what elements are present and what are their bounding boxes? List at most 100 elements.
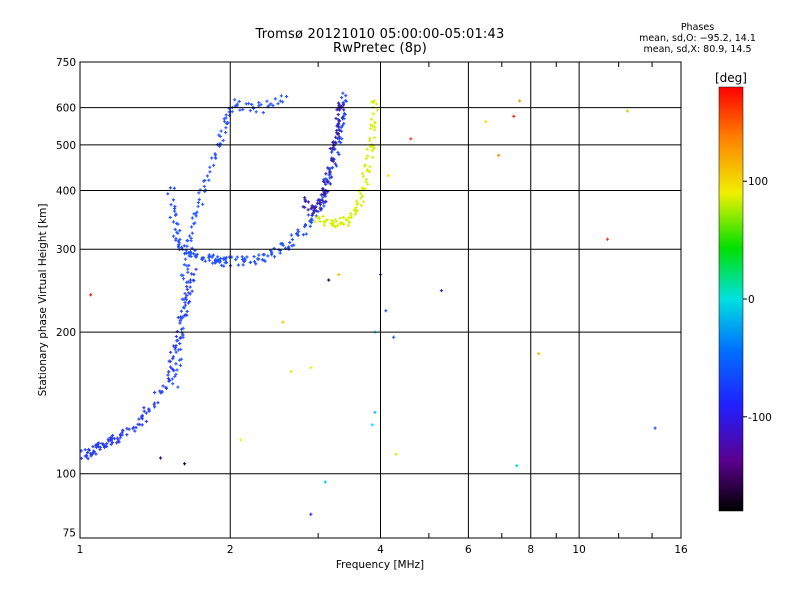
trace-point [127, 427, 131, 431]
trace-point [359, 203, 363, 208]
trace-point [236, 263, 241, 267]
trace-point [110, 436, 114, 441]
trace-point [337, 272, 341, 277]
trace-point [185, 239, 189, 243]
trace-point [336, 122, 340, 126]
trace-point [142, 409, 146, 413]
trace-point [341, 91, 345, 95]
trace-point [361, 200, 366, 204]
trace-point [197, 197, 201, 202]
trace-point [188, 252, 193, 256]
trace-point [313, 219, 317, 223]
trace-point [256, 257, 260, 261]
trace-point [373, 410, 377, 414]
trace-point [330, 218, 334, 223]
y-axis-label: Stationary phase Virtual Height [km] [37, 204, 49, 397]
trace-point [359, 192, 363, 196]
trace-point [336, 101, 341, 105]
trace-point [331, 146, 335, 150]
trace-point [117, 440, 121, 444]
trace-point [172, 186, 176, 190]
trace-point [267, 103, 271, 107]
trace-point [365, 147, 369, 151]
trace-point [341, 103, 346, 107]
trace-point [177, 358, 182, 362]
trace-point [187, 299, 192, 304]
colorbar-tick-label: -100 [748, 412, 772, 424]
trace-point [100, 441, 104, 446]
trace-point [310, 213, 314, 218]
trace-point [181, 277, 186, 281]
plot-frame [79, 61, 682, 539]
trace-point [147, 407, 151, 411]
trace-point [180, 245, 184, 249]
trace-point [156, 401, 160, 405]
trace-point [330, 150, 334, 154]
trace-point [172, 369, 176, 373]
trace-point [340, 221, 344, 225]
trace-point [196, 204, 200, 208]
trace-point [339, 125, 343, 130]
trace-point [331, 140, 336, 144]
trace-point [289, 369, 293, 373]
trace-point [105, 441, 109, 446]
trace-point [160, 390, 164, 394]
trace-point [213, 152, 217, 156]
trace-point [115, 436, 119, 440]
trace-point [324, 219, 328, 223]
trace-point [295, 231, 299, 236]
trace-point [368, 165, 372, 169]
trace-point [134, 426, 138, 430]
trace-point [213, 156, 217, 160]
trace-point [171, 357, 175, 361]
trace-point [168, 186, 173, 190]
trace-point [394, 452, 398, 456]
trace-point [328, 176, 332, 180]
trace-point [335, 124, 339, 128]
trace-point [181, 326, 185, 330]
trace-point [327, 168, 331, 172]
trace-point [366, 154, 370, 158]
trace-point [338, 216, 342, 220]
trace-point [238, 108, 242, 112]
trace-point [338, 128, 342, 133]
trace-point [304, 232, 308, 236]
trace-point [175, 230, 179, 234]
y-axis: 75 100 200 300 400 500 600 750 [56, 57, 76, 539]
trace-point [222, 264, 226, 268]
trace-point [278, 99, 282, 103]
trace-point [192, 212, 196, 216]
trace-point [190, 231, 194, 235]
trace-point [653, 426, 657, 430]
trace-point [361, 188, 365, 192]
trace-point [333, 162, 337, 166]
trace-point [313, 205, 318, 210]
trace-point [179, 347, 183, 351]
trace-point [89, 452, 93, 456]
trace-point [118, 436, 122, 440]
trace-point [183, 291, 187, 296]
trace-point [303, 222, 308, 227]
trace-point [170, 377, 174, 381]
trace-point [512, 114, 516, 118]
trace-point [288, 240, 292, 245]
trace-point [272, 255, 277, 259]
trace-point [185, 284, 189, 289]
trace-point [334, 219, 338, 223]
phase-stats-extraordinary: mean, sd,X: 80.9, 14.5 [643, 44, 752, 55]
trace-point [190, 216, 194, 220]
trace-point [119, 434, 123, 438]
trace-point [189, 236, 193, 241]
trace-point [342, 122, 346, 126]
trace-point [248, 260, 253, 264]
trace-point [439, 289, 444, 293]
trace-point [217, 133, 221, 137]
trace-point [183, 300, 187, 305]
trace-point [290, 244, 294, 248]
trace-point [292, 243, 296, 247]
trace-point [186, 251, 191, 255]
trace-point [169, 203, 173, 207]
trace-point [318, 219, 322, 224]
trace-point [349, 211, 353, 216]
trace-point [94, 445, 98, 449]
